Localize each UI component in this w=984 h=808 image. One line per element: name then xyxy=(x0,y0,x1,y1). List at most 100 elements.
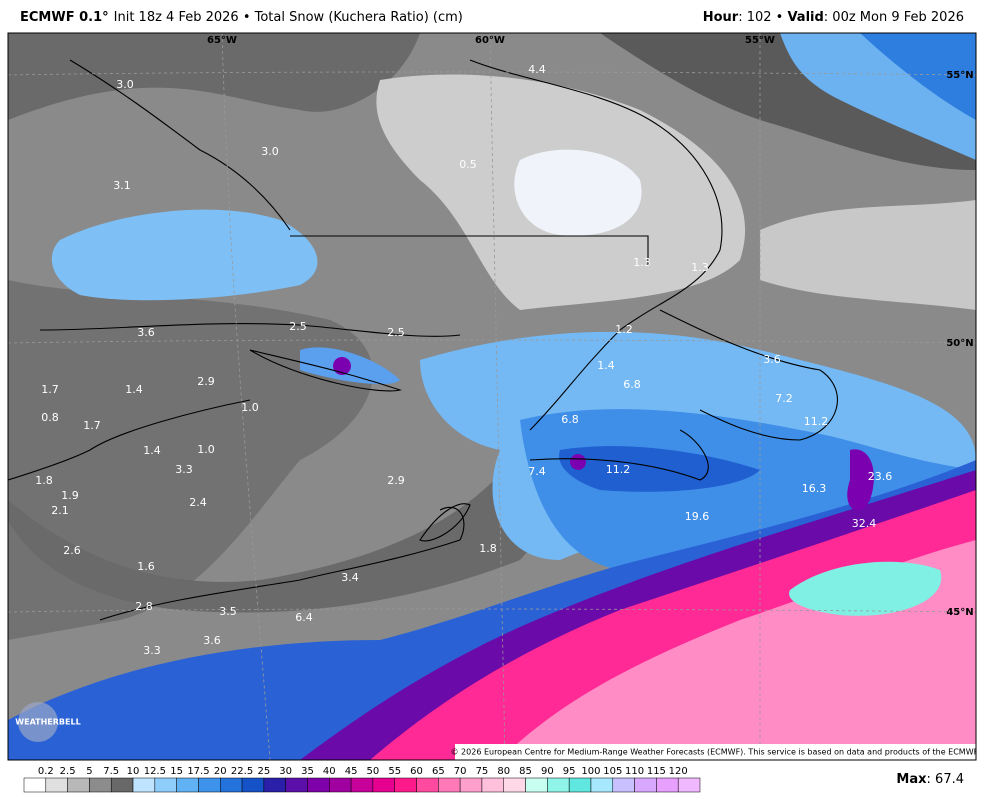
legend-swatch xyxy=(110,777,134,793)
hour: : 102 • xyxy=(738,10,787,25)
legend-swatch xyxy=(656,777,679,793)
snow-label: 3.6 xyxy=(763,353,781,366)
copyright: © 2026 European Centre for Medium-Range … xyxy=(451,748,980,757)
snow-label: 3.4 xyxy=(341,571,359,584)
valid-label: Valid xyxy=(787,10,823,25)
legend-swatch xyxy=(590,777,614,793)
legend-label: 90 xyxy=(541,766,554,777)
snow-label: 3.6 xyxy=(203,634,221,647)
legend-label: 17.5 xyxy=(187,766,209,777)
snow-label: 16.3 xyxy=(802,482,827,495)
snow-label: 1.8 xyxy=(479,542,497,555)
snow-label: 19.6 xyxy=(685,510,710,523)
snow-label: 0.8 xyxy=(41,411,59,424)
snow-label: 4.4 xyxy=(528,63,546,76)
snow-label: 3.3 xyxy=(143,644,161,657)
lat-label: 55°N xyxy=(946,70,973,81)
valid: : 00z Mon 9 Feb 2026 xyxy=(824,10,964,25)
legend-swatch xyxy=(394,777,417,793)
legend-label: 25 xyxy=(258,766,271,777)
legend-swatch xyxy=(525,777,548,793)
legend-label: 100 xyxy=(581,766,600,777)
snow-label: 0.5 xyxy=(459,158,477,171)
snow-label: 2.8 xyxy=(135,600,153,613)
map-frame xyxy=(7,32,977,761)
legend-swatch xyxy=(154,777,177,793)
snow-label: 1.7 xyxy=(41,383,59,396)
legend-label: 22.5 xyxy=(231,766,253,777)
snow-label: 2.6 xyxy=(63,544,81,557)
legend-label: 2.5 xyxy=(60,766,76,777)
legend-swatch xyxy=(438,777,461,793)
legend-label: 120 xyxy=(669,766,688,777)
snow-label: 2.9 xyxy=(197,375,215,388)
legend-label: 55 xyxy=(388,766,401,777)
legend-swatch xyxy=(89,777,112,793)
hour-label: Hour xyxy=(703,10,739,25)
legend-label: 5 xyxy=(86,766,92,777)
legend-swatch xyxy=(459,777,483,793)
snow-label: 2.5 xyxy=(387,326,405,339)
legend-swatch xyxy=(503,777,526,793)
legend-swatch xyxy=(307,777,330,793)
snow-label: 11.2 xyxy=(804,415,829,428)
legend-label: 70 xyxy=(454,766,467,777)
model: ECMWF 0.1° xyxy=(20,10,109,25)
snow-label: 2.5 xyxy=(289,320,307,333)
legend-swatch xyxy=(67,777,90,793)
snow-label: 1.6 xyxy=(137,560,155,573)
legend-swatch xyxy=(547,777,570,793)
legend-label: 40 xyxy=(323,766,336,777)
legend-label: 115 xyxy=(647,766,666,777)
legend-label: 50 xyxy=(367,766,380,777)
snow-label: 3.0 xyxy=(116,78,134,91)
legend-swatch xyxy=(350,777,374,793)
lat-label: 50°N xyxy=(946,338,973,349)
legend-label: 105 xyxy=(603,766,622,777)
snow-label: 3.6 xyxy=(137,326,155,339)
legend-swatch xyxy=(176,777,199,793)
legend-label: 12.5 xyxy=(144,766,166,777)
legend-swatch xyxy=(372,777,395,793)
legend-label: 30 xyxy=(279,766,292,777)
snow-label: 3.1 xyxy=(113,179,131,192)
legend-swatch xyxy=(481,777,504,793)
snow-label: 1.4 xyxy=(143,444,161,457)
watermark: WEATHERBELL xyxy=(15,718,80,727)
legend-swatch xyxy=(241,777,265,793)
lon-label: 65°W xyxy=(207,35,237,46)
legend-label: 0.2 xyxy=(38,766,54,777)
legend-label: 65 xyxy=(432,766,445,777)
legend-swatch xyxy=(677,777,701,793)
snow-label: 1.3 xyxy=(633,256,651,269)
snow-label: 1.4 xyxy=(125,383,143,396)
snow-label: 1.4 xyxy=(597,359,615,372)
legend-swatch xyxy=(329,777,352,793)
lon-label: 55°W xyxy=(745,35,775,46)
snow-label: 7.2 xyxy=(775,392,793,405)
snow-label: 2.9 xyxy=(387,474,405,487)
snow-label: 23.6 xyxy=(868,470,893,483)
snow-label: 6.4 xyxy=(295,611,313,624)
legend-label: 10 xyxy=(127,766,140,777)
snow-label: 2.4 xyxy=(189,496,207,509)
legend-label: 80 xyxy=(497,766,510,777)
max-label: Max xyxy=(896,772,927,787)
snow-label: 1.9 xyxy=(61,489,79,502)
legend-label: 60 xyxy=(410,766,423,777)
snow-label: 1.7 xyxy=(83,419,101,432)
snow-label: 1.2 xyxy=(615,323,633,336)
snow-label: 3.3 xyxy=(175,463,193,476)
legend-label: 110 xyxy=(625,766,644,777)
legend-swatch xyxy=(23,777,47,793)
header-left: ECMWF 0.1° Init 18z 4 Feb 2026 • Total Sn… xyxy=(20,10,463,25)
legend-label: 15 xyxy=(170,766,183,777)
legend-swatch xyxy=(132,777,156,793)
run-info: Init 18z 4 Feb 2026 • Total Snow (Kucher… xyxy=(114,10,463,25)
legend-swatch xyxy=(263,777,286,793)
lat-label: 45°N xyxy=(946,607,973,618)
snow-label: 7.4 xyxy=(528,465,546,478)
legend-swatch xyxy=(285,777,308,793)
